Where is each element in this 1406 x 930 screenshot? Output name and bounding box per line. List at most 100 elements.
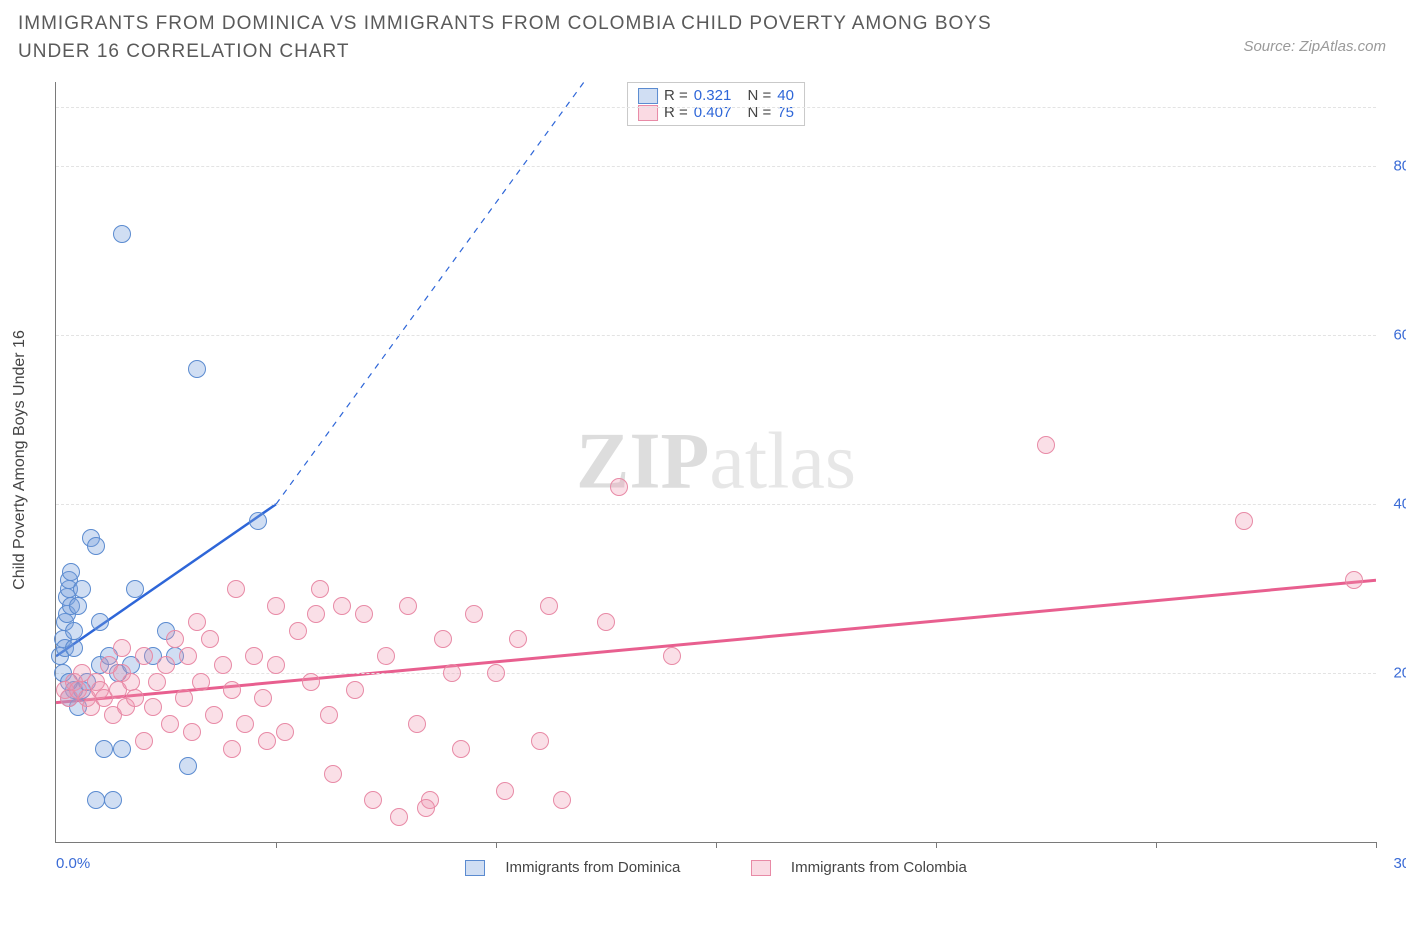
scatter-point (113, 639, 131, 657)
scatter-point (192, 673, 210, 691)
scatter-point (289, 622, 307, 640)
source-note: Source: ZipAtlas.com (1243, 38, 1386, 55)
scatter-point (254, 689, 272, 707)
scatter-point (307, 605, 325, 623)
scatter-point (355, 605, 373, 623)
scatter-point (175, 689, 193, 707)
scatter-point (399, 597, 417, 615)
n-value: 40 (777, 87, 794, 104)
scatter-point (496, 782, 514, 800)
r-label: R = (664, 87, 688, 104)
scatter-point (302, 673, 320, 691)
trend-lines (56, 82, 1376, 842)
scatter-point (91, 613, 109, 631)
scatter-point (201, 630, 219, 648)
swatch-colombia-icon (751, 860, 771, 876)
scatter-point (179, 647, 197, 665)
scatter-point (62, 563, 80, 581)
r-value: 0.321 (694, 87, 732, 104)
scatter-point (65, 639, 83, 657)
scatter-point (364, 791, 382, 809)
scatter-point (135, 732, 153, 750)
scatter-point (126, 580, 144, 598)
scatter-point (663, 647, 681, 665)
x-tick (1376, 842, 1377, 848)
scatter-point (122, 673, 140, 691)
scatter-point (144, 698, 162, 716)
scatter-point (205, 706, 223, 724)
scatter-point (95, 740, 113, 758)
scatter-point (113, 740, 131, 758)
stats-legend: R = 0.321 N = 40 R = 0.407 N = 75 (627, 82, 805, 126)
scatter-point (267, 656, 285, 674)
scatter-point (333, 597, 351, 615)
scatter-point (135, 647, 153, 665)
scatter-point (188, 360, 206, 378)
scatter-point (267, 597, 285, 615)
y-tick-label: 40.0% (1393, 496, 1406, 513)
gridline (56, 166, 1376, 167)
scatter-point (443, 664, 461, 682)
x-tick (716, 842, 717, 848)
scatter-point (311, 580, 329, 598)
scatter-point (597, 613, 615, 631)
scatter-point (1345, 571, 1363, 589)
x-tick (1156, 842, 1157, 848)
scatter-point (258, 732, 276, 750)
scatter-plot: ZIPatlas R = 0.321 N = 40 R = 0.407 N = … (55, 82, 1376, 843)
scatter-point (161, 715, 179, 733)
scatter-point (223, 740, 241, 758)
scatter-point (126, 689, 144, 707)
scatter-point (540, 597, 558, 615)
y-tick-label: 20.0% (1393, 665, 1406, 682)
scatter-point (236, 715, 254, 733)
scatter-point (452, 740, 470, 758)
gridline (56, 335, 1376, 336)
scatter-point (223, 681, 241, 699)
scatter-point (487, 664, 505, 682)
scatter-point (390, 808, 408, 826)
gridline (56, 107, 1376, 108)
n-label: N = (748, 87, 772, 104)
scatter-point (509, 630, 527, 648)
scatter-point (188, 613, 206, 631)
scatter-point (553, 791, 571, 809)
scatter-point (531, 732, 549, 750)
scatter-point (179, 757, 197, 775)
scatter-point (249, 512, 267, 530)
x-tick (276, 842, 277, 848)
scatter-point (1235, 512, 1253, 530)
scatter-point (227, 580, 245, 598)
scatter-point (434, 630, 452, 648)
scatter-point (166, 630, 184, 648)
y-tick-label: 60.0% (1393, 327, 1406, 344)
scatter-point (104, 791, 122, 809)
legend-label-dominica: Immigrants from Dominica (505, 859, 680, 876)
scatter-point (65, 622, 83, 640)
scatter-point (69, 597, 87, 615)
scatter-point (324, 765, 342, 783)
scatter-point (183, 723, 201, 741)
scatter-point (610, 478, 628, 496)
chart-title: IMMIGRANTS FROM DOMINICA VS IMMIGRANTS F… (18, 10, 1068, 66)
swatch-dominica-icon (638, 88, 658, 104)
scatter-point (87, 791, 105, 809)
y-axis-label: Child Poverty Among Boys Under 16 (11, 330, 29, 590)
scatter-point (465, 605, 483, 623)
swatch-dominica-icon (465, 860, 485, 876)
scatter-point (276, 723, 294, 741)
scatter-point (346, 681, 364, 699)
scatter-point (417, 799, 435, 817)
stats-row-dominica: R = 0.321 N = 40 (638, 87, 794, 104)
scatter-point (87, 537, 105, 555)
scatter-point (408, 715, 426, 733)
scatter-point (157, 656, 175, 674)
x-tick (936, 842, 937, 848)
series-legend: Immigrants from Dominica Immigrants from… (56, 858, 1376, 876)
x-tick (496, 842, 497, 848)
y-tick-label: 80.0% (1393, 158, 1406, 175)
scatter-point (73, 580, 91, 598)
x-axis-max-label: 30.0% (1393, 855, 1406, 872)
scatter-point (377, 647, 395, 665)
scatter-point (245, 647, 263, 665)
